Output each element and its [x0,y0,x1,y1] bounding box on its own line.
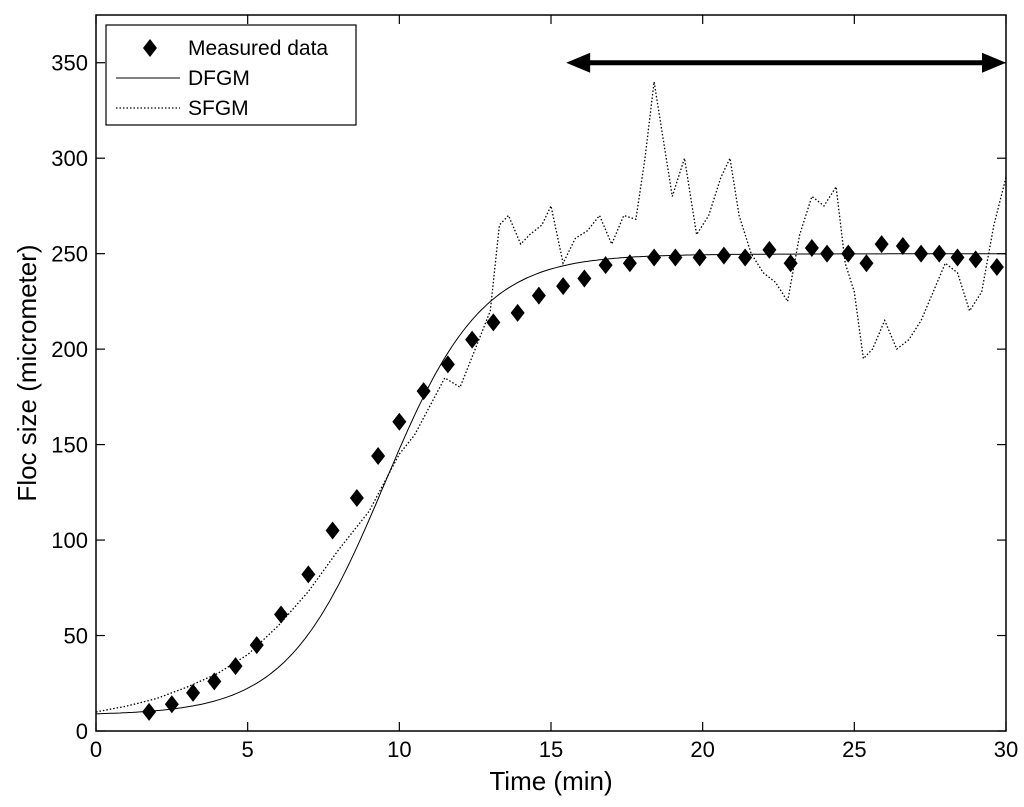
y-axis-label: Floc size (micrometer) [12,244,42,501]
measured-data-point [950,248,965,267]
legend-label-sfgm: SFGM [188,97,249,120]
legend-marker-measured [143,39,157,57]
measured-data-point [804,238,819,257]
measured-data-point [325,521,340,540]
measured-data-point [968,250,983,269]
measured-data-point [465,330,480,349]
measured-data-point [556,277,571,296]
measured-data-point [647,248,662,267]
plot-frame [95,14,1007,732]
measured-data-point [692,248,707,267]
measured-data-point [716,246,731,265]
y-tick-label: 250 [51,242,88,267]
measured-data-point [510,303,525,322]
measured-data-point [440,355,455,374]
x-tick-label: 20 [690,737,714,762]
measured-data-point [249,636,264,655]
y-tick-label: 150 [51,433,88,458]
measured-data-point [874,235,889,254]
y-tick-label: 100 [51,528,88,553]
y-tick-label: 50 [64,624,88,649]
arrow-head-left [566,52,591,73]
measured-data-point [301,565,316,584]
legend: Measured data DFGM SFGM [105,24,357,126]
measured-data-point [668,248,683,267]
measured-data-point [738,248,753,267]
measured-data-point [186,683,201,702]
x-tick-label: 15 [539,737,563,762]
x-tick-label: 25 [842,737,866,762]
measured-data-point [598,256,613,275]
x-axis-label: Time (min) [489,766,612,796]
arrow-head-right [982,52,1006,73]
measured-data-point [371,447,386,466]
x-tick-label: 0 [90,737,102,762]
x-tick-label: 30 [994,737,1018,762]
measured-data-point [392,412,407,431]
measured-data-point [486,313,501,332]
measured-data-point [622,254,637,273]
measured-data-point [228,657,243,676]
series-line-dfgm [95,253,1006,715]
measured-data-point [783,254,798,273]
x-tick-label: 5 [242,737,254,762]
series-layer [95,81,1007,721]
y-tick-label: 200 [51,337,88,362]
measured-data-point [349,489,364,508]
legend-label-dfgm: DFGM [188,67,250,90]
x-tick-label: 10 [387,737,411,762]
measured-data-point [142,702,157,721]
measured-data-point [895,237,910,256]
annotation-layer [566,52,1006,73]
legend-label-measured: Measured data [188,37,328,60]
measured-data-point [989,258,1004,277]
y-tick-label: 0 [76,719,88,744]
measured-data-point [416,382,431,401]
y-tick-label: 300 [51,146,88,171]
measured-data-point [859,254,874,273]
series-line-sfgm [95,81,1007,713]
y-tick-label: 350 [51,51,88,76]
measured-data-point [577,269,592,288]
measured-data-point [531,286,546,305]
